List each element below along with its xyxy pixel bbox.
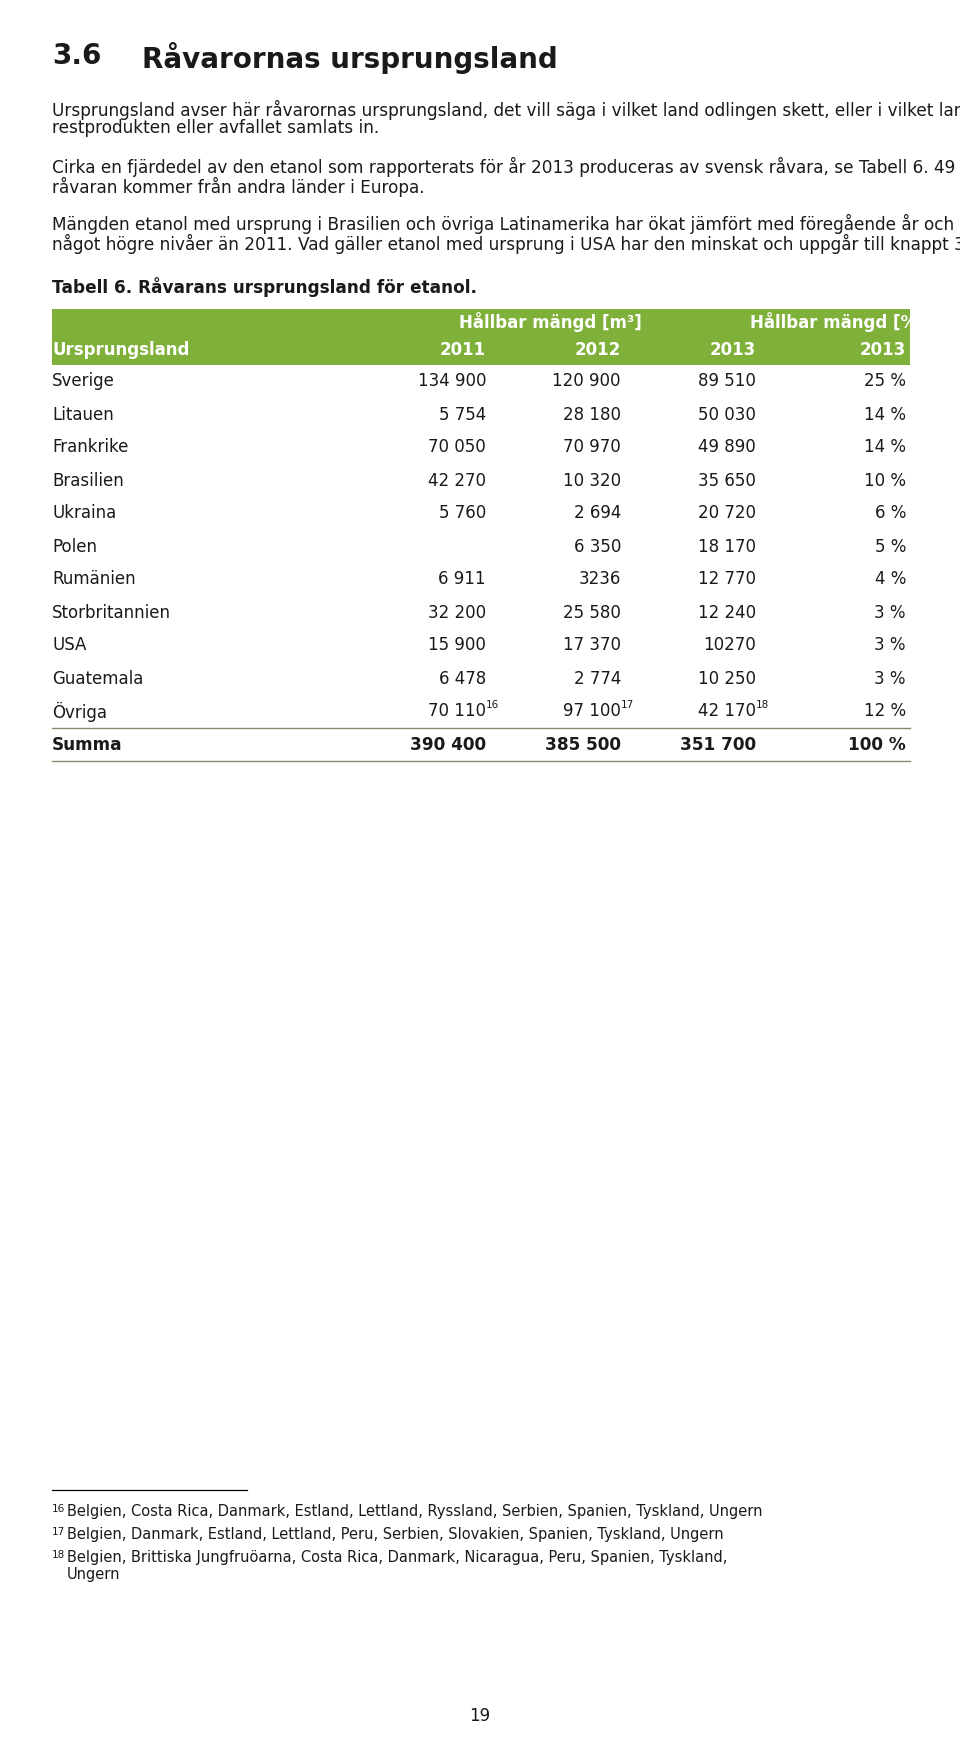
Text: 16: 16 bbox=[52, 1503, 65, 1514]
Text: 32 200: 32 200 bbox=[428, 603, 486, 621]
Text: 15 900: 15 900 bbox=[428, 637, 486, 654]
Text: Summa: Summa bbox=[52, 736, 123, 753]
Text: 70 970: 70 970 bbox=[564, 438, 621, 457]
Text: 5 %: 5 % bbox=[875, 537, 906, 556]
Text: 97 100: 97 100 bbox=[564, 703, 621, 720]
Text: 14 %: 14 % bbox=[864, 406, 906, 424]
Bar bbox=[52, 309, 910, 364]
Text: USA: USA bbox=[52, 637, 86, 654]
Text: 4 %: 4 % bbox=[875, 570, 906, 588]
Text: 12 770: 12 770 bbox=[698, 570, 756, 588]
Text: Råvarornas ursprungsland: Råvarornas ursprungsland bbox=[142, 42, 558, 73]
Text: Ursprungsland: Ursprungsland bbox=[52, 342, 189, 359]
Text: 351 700: 351 700 bbox=[680, 736, 756, 753]
Text: 89 510: 89 510 bbox=[698, 373, 756, 391]
Text: Sverige: Sverige bbox=[52, 373, 115, 391]
Text: Polen: Polen bbox=[52, 537, 97, 556]
Text: 2 774: 2 774 bbox=[574, 670, 621, 687]
Text: 70 110: 70 110 bbox=[428, 703, 486, 720]
Text: 25 580: 25 580 bbox=[564, 603, 621, 621]
Text: Cirka en fjärdedel av den etanol som rapporterats för år 2013 produceras av sven: Cirka en fjärdedel av den etanol som rap… bbox=[52, 157, 960, 178]
Text: 17: 17 bbox=[52, 1528, 65, 1536]
Text: 17 370: 17 370 bbox=[563, 637, 621, 654]
Text: 25 %: 25 % bbox=[864, 373, 906, 391]
Text: 49 890: 49 890 bbox=[698, 438, 756, 457]
Text: Storbritannien: Storbritannien bbox=[52, 603, 171, 621]
Text: råvaran kommer från andra länder i Europa.: råvaran kommer från andra länder i Europ… bbox=[52, 176, 424, 197]
Text: 19: 19 bbox=[469, 1707, 491, 1725]
Text: Övriga: Övriga bbox=[52, 701, 107, 722]
Text: restprodukten eller avfallet samlats in.: restprodukten eller avfallet samlats in. bbox=[52, 120, 379, 138]
Text: 3 %: 3 % bbox=[875, 670, 906, 687]
Text: 10 250: 10 250 bbox=[698, 670, 756, 687]
Text: Litauen: Litauen bbox=[52, 406, 113, 424]
Text: 2012: 2012 bbox=[575, 342, 621, 359]
Text: 3236: 3236 bbox=[579, 570, 621, 588]
Text: 134 900: 134 900 bbox=[418, 373, 486, 391]
Text: 2013: 2013 bbox=[709, 342, 756, 359]
Text: 18: 18 bbox=[52, 1550, 65, 1559]
Text: 6 %: 6 % bbox=[875, 504, 906, 523]
Text: 10 320: 10 320 bbox=[563, 471, 621, 490]
Text: 14 %: 14 % bbox=[864, 438, 906, 457]
Text: Frankrike: Frankrike bbox=[52, 438, 129, 457]
Text: Hållbar mängd [m³]: Hållbar mängd [m³] bbox=[459, 312, 641, 331]
Text: 12 %: 12 % bbox=[864, 703, 906, 720]
Text: 3 %: 3 % bbox=[875, 637, 906, 654]
Text: Mängden etanol med ursprung i Brasilien och övriga Latinamerika har ökat jämfört: Mängden etanol med ursprung i Brasilien … bbox=[52, 215, 960, 234]
Text: Tabell 6. Råvarans ursprungsland för etanol.: Tabell 6. Råvarans ursprungsland för eta… bbox=[52, 277, 477, 296]
Text: 390 400: 390 400 bbox=[410, 736, 486, 753]
Text: 16: 16 bbox=[486, 699, 499, 710]
Text: 2013: 2013 bbox=[860, 342, 906, 359]
Text: 6 478: 6 478 bbox=[439, 670, 486, 687]
Text: Brasilien: Brasilien bbox=[52, 471, 124, 490]
Text: 3.6: 3.6 bbox=[52, 42, 102, 70]
Text: 385 500: 385 500 bbox=[545, 736, 621, 753]
Text: 6 350: 6 350 bbox=[574, 537, 621, 556]
Text: 42 270: 42 270 bbox=[428, 471, 486, 490]
Text: 17: 17 bbox=[621, 699, 635, 710]
Text: Ursprungsland avser här råvarornas ursprungsland, det vill säga i vilket land od: Ursprungsland avser här råvarornas urspr… bbox=[52, 99, 960, 120]
Text: 18 170: 18 170 bbox=[698, 537, 756, 556]
Text: 10270: 10270 bbox=[704, 637, 756, 654]
Text: 3 %: 3 % bbox=[875, 603, 906, 621]
Text: 12 240: 12 240 bbox=[698, 603, 756, 621]
Text: 20 720: 20 720 bbox=[698, 504, 756, 523]
Text: Guatemala: Guatemala bbox=[52, 670, 143, 687]
Text: 42 170: 42 170 bbox=[698, 703, 756, 720]
Text: 10 %: 10 % bbox=[864, 471, 906, 490]
Text: Hållbar mängd [%]: Hållbar mängd [%] bbox=[750, 312, 924, 331]
Text: Belgien, Brittiska Jungfruöarna, Costa Rica, Danmark, Nicaragua, Peru, Spanien, : Belgien, Brittiska Jungfruöarna, Costa R… bbox=[67, 1550, 728, 1564]
Text: 6 911: 6 911 bbox=[439, 570, 486, 588]
Text: 28 180: 28 180 bbox=[563, 406, 621, 424]
Text: Rumänien: Rumänien bbox=[52, 570, 135, 588]
Text: 100 %: 100 % bbox=[849, 736, 906, 753]
Text: 120 900: 120 900 bbox=[553, 373, 621, 391]
Text: 35 650: 35 650 bbox=[698, 471, 756, 490]
Text: 50 030: 50 030 bbox=[698, 406, 756, 424]
Text: Belgien, Costa Rica, Danmark, Estland, Lettland, Ryssland, Serbien, Spanien, Tys: Belgien, Costa Rica, Danmark, Estland, L… bbox=[67, 1503, 762, 1519]
Text: 70 050: 70 050 bbox=[428, 438, 486, 457]
Text: 2 694: 2 694 bbox=[574, 504, 621, 523]
Text: 5 760: 5 760 bbox=[439, 504, 486, 523]
Text: 5 754: 5 754 bbox=[439, 406, 486, 424]
Text: 2011: 2011 bbox=[440, 342, 486, 359]
Text: 18: 18 bbox=[756, 699, 769, 710]
Text: Belgien, Danmark, Estland, Lettland, Peru, Serbien, Slovakien, Spanien, Tyskland: Belgien, Danmark, Estland, Lettland, Per… bbox=[67, 1528, 724, 1542]
Text: Ukraina: Ukraina bbox=[52, 504, 116, 523]
Text: Ungern: Ungern bbox=[67, 1568, 121, 1582]
Text: något högre nivåer än 2011. Vad gäller etanol med ursprung i USA har den minskat: något högre nivåer än 2011. Vad gäller e… bbox=[52, 234, 960, 253]
